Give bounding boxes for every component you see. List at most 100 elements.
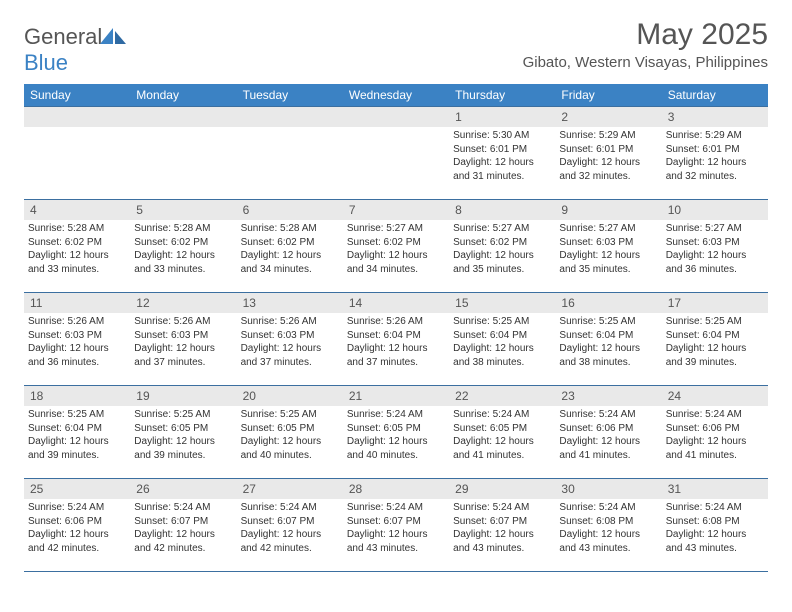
sunrise-line: Sunrise: 5:28 AM (241, 222, 339, 236)
day-cell (237, 107, 343, 199)
sunset-line: Sunset: 6:04 PM (559, 329, 657, 343)
dow-friday: Friday (555, 84, 661, 106)
sunrise-line: Sunrise: 5:24 AM (666, 501, 764, 515)
day-body: Sunrise: 5:24 AMSunset: 6:07 PMDaylight:… (343, 499, 449, 559)
sunset-line: Sunset: 6:04 PM (666, 329, 764, 343)
daylight-line: Daylight: 12 hours and 35 minutes. (559, 249, 657, 276)
sunset-line: Sunset: 6:02 PM (134, 236, 232, 250)
sunset-line: Sunset: 6:04 PM (453, 329, 551, 343)
day-cell: 14Sunrise: 5:26 AMSunset: 6:04 PMDayligh… (343, 293, 449, 385)
day-body: Sunrise: 5:27 AMSunset: 6:03 PMDaylight:… (555, 220, 661, 280)
daylight-line: Daylight: 12 hours and 41 minutes. (559, 435, 657, 462)
day-number: 7 (343, 200, 449, 220)
day-body: Sunrise: 5:24 AMSunset: 6:06 PMDaylight:… (555, 406, 661, 466)
location-subtitle: Gibato, Western Visayas, Philippines (523, 54, 768, 71)
day-number: 21 (343, 386, 449, 406)
sunset-line: Sunset: 6:07 PM (347, 515, 445, 529)
day-body: Sunrise: 5:24 AMSunset: 6:05 PMDaylight:… (343, 406, 449, 466)
sunset-line: Sunset: 6:01 PM (453, 143, 551, 157)
day-number: 23 (555, 386, 661, 406)
day-number: 27 (237, 479, 343, 499)
dow-tuesday: Tuesday (237, 84, 343, 106)
day-body: Sunrise: 5:24 AMSunset: 6:06 PMDaylight:… (662, 406, 768, 466)
daylight-line: Daylight: 12 hours and 31 minutes. (453, 156, 551, 183)
day-cell: 13Sunrise: 5:26 AMSunset: 6:03 PMDayligh… (237, 293, 343, 385)
sunrise-line: Sunrise: 5:29 AM (559, 129, 657, 143)
day-cell: 17Sunrise: 5:25 AMSunset: 6:04 PMDayligh… (662, 293, 768, 385)
week-row: 18Sunrise: 5:25 AMSunset: 6:04 PMDayligh… (24, 385, 768, 478)
day-body: Sunrise: 5:26 AMSunset: 6:04 PMDaylight:… (343, 313, 449, 373)
day-cell: 19Sunrise: 5:25 AMSunset: 6:05 PMDayligh… (130, 386, 236, 478)
day-body: Sunrise: 5:28 AMSunset: 6:02 PMDaylight:… (130, 220, 236, 280)
day-cell: 16Sunrise: 5:25 AMSunset: 6:04 PMDayligh… (555, 293, 661, 385)
sunset-line: Sunset: 6:01 PM (559, 143, 657, 157)
daylight-line: Daylight: 12 hours and 32 minutes. (559, 156, 657, 183)
daylight-line: Daylight: 12 hours and 42 minutes. (134, 528, 232, 555)
daylight-line: Daylight: 12 hours and 42 minutes. (28, 528, 126, 555)
day-body: Sunrise: 5:27 AMSunset: 6:02 PMDaylight:… (449, 220, 555, 280)
sunrise-line: Sunrise: 5:27 AM (559, 222, 657, 236)
day-cell: 22Sunrise: 5:24 AMSunset: 6:05 PMDayligh… (449, 386, 555, 478)
daylight-line: Daylight: 12 hours and 34 minutes. (347, 249, 445, 276)
day-cell: 9Sunrise: 5:27 AMSunset: 6:03 PMDaylight… (555, 200, 661, 292)
day-body: Sunrise: 5:24 AMSunset: 6:08 PMDaylight:… (662, 499, 768, 559)
brand-text: General Blue (24, 24, 126, 76)
brand-part2: Blue (24, 50, 68, 75)
day-number: 31 (662, 479, 768, 499)
day-number-empty (24, 107, 130, 127)
day-number-empty (237, 107, 343, 127)
day-number: 9 (555, 200, 661, 220)
day-cell: 25Sunrise: 5:24 AMSunset: 6:06 PMDayligh… (24, 479, 130, 571)
sunrise-line: Sunrise: 5:25 AM (241, 408, 339, 422)
daylight-line: Daylight: 12 hours and 43 minutes. (453, 528, 551, 555)
sunrise-line: Sunrise: 5:28 AM (28, 222, 126, 236)
daylight-line: Daylight: 12 hours and 33 minutes. (134, 249, 232, 276)
sunrise-line: Sunrise: 5:24 AM (241, 501, 339, 515)
day-number: 8 (449, 200, 555, 220)
day-number: 2 (555, 107, 661, 127)
day-number-empty (343, 107, 449, 127)
daylight-line: Daylight: 12 hours and 38 minutes. (559, 342, 657, 369)
daylight-line: Daylight: 12 hours and 41 minutes. (666, 435, 764, 462)
day-number: 25 (24, 479, 130, 499)
sunrise-line: Sunrise: 5:24 AM (666, 408, 764, 422)
day-cell (343, 107, 449, 199)
sunset-line: Sunset: 6:05 PM (241, 422, 339, 436)
calendar-page: General Blue May 2025 Gibato, Western Vi… (0, 0, 792, 590)
daylight-line: Daylight: 12 hours and 43 minutes. (666, 528, 764, 555)
day-cell: 7Sunrise: 5:27 AMSunset: 6:02 PMDaylight… (343, 200, 449, 292)
sunrise-line: Sunrise: 5:26 AM (347, 315, 445, 329)
sunset-line: Sunset: 6:05 PM (347, 422, 445, 436)
sunrise-line: Sunrise: 5:29 AM (666, 129, 764, 143)
day-cell: 4Sunrise: 5:28 AMSunset: 6:02 PMDaylight… (24, 200, 130, 292)
sunrise-line: Sunrise: 5:24 AM (559, 501, 657, 515)
sunset-line: Sunset: 6:02 PM (453, 236, 551, 250)
daylight-line: Daylight: 12 hours and 35 minutes. (453, 249, 551, 276)
day-cell: 15Sunrise: 5:25 AMSunset: 6:04 PMDayligh… (449, 293, 555, 385)
day-cell: 10Sunrise: 5:27 AMSunset: 6:03 PMDayligh… (662, 200, 768, 292)
day-number: 17 (662, 293, 768, 313)
sunrise-line: Sunrise: 5:25 AM (559, 315, 657, 329)
brand-sail-icon (100, 28, 126, 46)
day-number: 15 (449, 293, 555, 313)
dow-thursday: Thursday (449, 84, 555, 106)
sunrise-line: Sunrise: 5:24 AM (559, 408, 657, 422)
day-cell (130, 107, 236, 199)
day-body: Sunrise: 5:25 AMSunset: 6:05 PMDaylight:… (130, 406, 236, 466)
sunrise-line: Sunrise: 5:24 AM (134, 501, 232, 515)
sunset-line: Sunset: 6:05 PM (134, 422, 232, 436)
sunset-line: Sunset: 6:03 PM (666, 236, 764, 250)
week-row: 25Sunrise: 5:24 AMSunset: 6:06 PMDayligh… (24, 478, 768, 572)
daylight-line: Daylight: 12 hours and 36 minutes. (666, 249, 764, 276)
day-cell: 28Sunrise: 5:24 AMSunset: 6:07 PMDayligh… (343, 479, 449, 571)
sunrise-line: Sunrise: 5:25 AM (134, 408, 232, 422)
day-number: 30 (555, 479, 661, 499)
day-body: Sunrise: 5:27 AMSunset: 6:03 PMDaylight:… (662, 220, 768, 280)
day-number: 22 (449, 386, 555, 406)
daylight-line: Daylight: 12 hours and 33 minutes. (28, 249, 126, 276)
day-number: 10 (662, 200, 768, 220)
dow-monday: Monday (130, 84, 236, 106)
daylight-line: Daylight: 12 hours and 43 minutes. (559, 528, 657, 555)
sunset-line: Sunset: 6:07 PM (134, 515, 232, 529)
day-body: Sunrise: 5:29 AMSunset: 6:01 PMDaylight:… (555, 127, 661, 187)
